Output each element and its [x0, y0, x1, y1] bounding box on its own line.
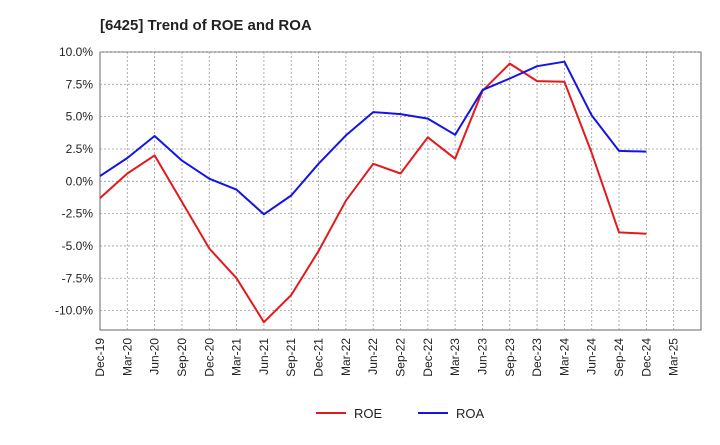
legend-item-roe: ROE — [316, 406, 383, 421]
legend-label: ROA — [456, 406, 485, 421]
x-tick-label: Dec-19 — [93, 338, 107, 377]
y-tick-label: -10.0% — [55, 304, 93, 318]
y-tick-label: -5.0% — [62, 239, 94, 253]
x-tick-label: Jun-22 — [366, 338, 380, 375]
x-tick-label: Dec-22 — [421, 338, 435, 377]
x-tick-label: Dec-20 — [202, 338, 216, 377]
y-tick-label: -7.5% — [62, 271, 94, 285]
y-tick-label: 7.5% — [66, 77, 94, 91]
y-tick-label: 0.0% — [66, 174, 94, 188]
x-tick-label: Sep-24 — [612, 338, 626, 377]
x-tick-label: Jun-21 — [257, 338, 271, 375]
x-tick-label: Dec-24 — [639, 338, 653, 377]
y-tick-label: 2.5% — [66, 142, 94, 156]
x-tick-label: Mar-21 — [230, 338, 244, 376]
x-tick-label: Dec-21 — [312, 338, 326, 377]
legend-item-roa: ROA — [418, 406, 485, 421]
grid-layer — [99, 51, 702, 331]
x-tick-label: Mar-24 — [557, 338, 571, 376]
x-tick-label: Dec-23 — [530, 338, 544, 377]
series-layer — [99, 60, 647, 324]
x-tick-label: Sep-21 — [284, 338, 298, 377]
legend-label: ROE — [354, 406, 383, 421]
series-line-roe — [99, 62, 647, 324]
x-tick-label: Sep-20 — [175, 338, 189, 377]
y-tick-label: 5.0% — [66, 110, 94, 124]
x-tick-label: Mar-25 — [667, 338, 681, 376]
axis-layer: 10.0% 7.5% 5.0% 2.5% 0.0% -2.5% -5.0% -7.5% -10.… — [55, 45, 681, 377]
y-tick-label: -2.5% — [62, 207, 94, 221]
x-tick-label: Sep-22 — [394, 338, 408, 377]
x-tick-label: Mar-20 — [120, 338, 134, 376]
y-tick-label: 10.0% — [59, 45, 93, 59]
x-tick-label: Sep-23 — [503, 338, 517, 377]
x-tick-label: Mar-23 — [448, 338, 462, 376]
chart-title: [6425] Trend of ROE and ROA — [100, 17, 312, 34]
series-line-roa — [99, 60, 647, 216]
x-tick-label: Mar-22 — [339, 338, 353, 376]
legend: ROE ROA — [316, 406, 485, 421]
x-tick-label: Jun-20 — [148, 338, 162, 375]
x-tick-label: Jun-24 — [585, 338, 599, 375]
x-tick-label: Jun-23 — [475, 338, 489, 375]
